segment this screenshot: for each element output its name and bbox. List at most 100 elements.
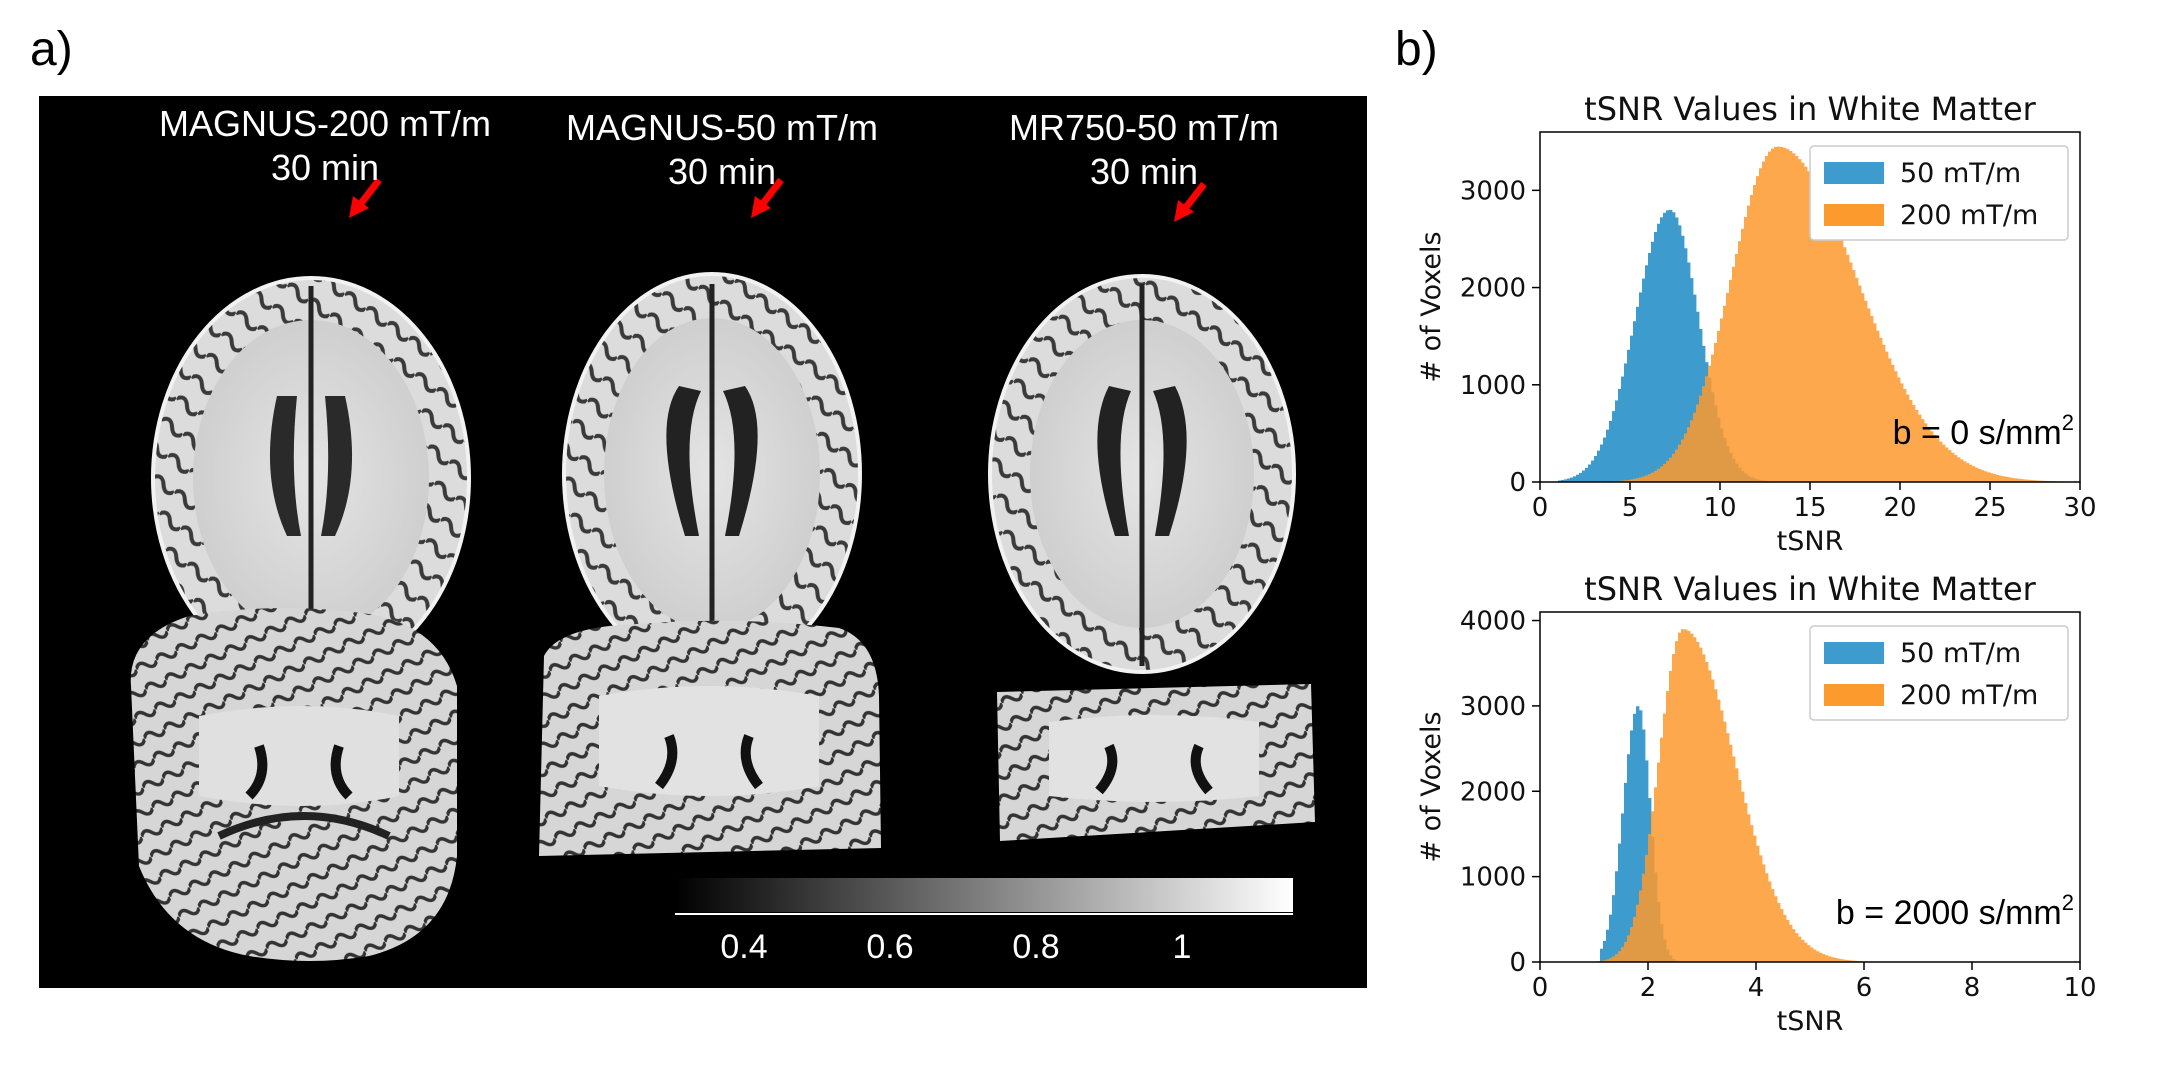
histogram-bar — [1564, 479, 1568, 482]
histogram-bar — [1768, 151, 1772, 482]
histogram-bar — [1645, 854, 1649, 962]
histogram-bar — [1711, 679, 1715, 962]
histogram-bar — [1567, 478, 1571, 482]
histogram-bar — [1639, 292, 1643, 482]
histogram-bar — [1876, 330, 1880, 482]
mri-panel: MAGNUS-200 mT/m 30 min MAGNUS-50 mT/m 30… — [39, 96, 1367, 988]
histogram-bar — [1999, 475, 2003, 482]
histogram-bar — [1609, 914, 1613, 962]
histogram-bar — [1654, 470, 1658, 482]
histogram-bar — [1795, 933, 1799, 962]
histogram-bar — [1561, 479, 1565, 482]
histogram-bar — [1777, 902, 1781, 962]
histogram-bar — [1744, 216, 1748, 483]
histogram-bar — [1987, 472, 1991, 482]
histogram-bar — [1630, 927, 1634, 962]
histogram-bar — [1930, 431, 1934, 482]
histogram-bar — [1651, 811, 1655, 962]
histogram-bar — [1810, 175, 1814, 482]
axial-scan-2 — [562, 272, 862, 676]
histogram-bar — [1978, 468, 1982, 482]
histogram-bar — [1696, 641, 1700, 962]
histogram-bar — [1771, 889, 1775, 962]
histogram-bar — [1672, 654, 1676, 962]
red-arrow-1 — [349, 177, 382, 218]
histogram-bar — [1633, 321, 1637, 482]
chart-legend: 50 mT/m 200 mT/m — [1809, 625, 2069, 721]
histogram-bar — [1861, 293, 1865, 482]
histogram-bar — [1615, 400, 1619, 482]
histogram-bar — [1807, 945, 1811, 962]
histogram-bar — [1819, 952, 1823, 962]
histogram-bar — [1642, 873, 1646, 962]
histogram-bar — [1834, 957, 1838, 962]
histogram-bar — [1735, 768, 1739, 962]
histogram-bar — [1828, 211, 1832, 482]
coronal-scan-1 — [130, 607, 457, 961]
histogram-bar — [1648, 834, 1652, 962]
histogram-bar — [1669, 457, 1673, 482]
histogram-bar — [1783, 147, 1787, 482]
histogram-bar — [1678, 444, 1682, 482]
histogram-bar — [1624, 480, 1628, 482]
histogram-bar — [1957, 457, 1961, 482]
panel-label-a: a) — [30, 23, 73, 76]
histogram-bar — [1831, 218, 1835, 482]
histogram-bar — [1648, 474, 1652, 482]
histogram-bar — [1909, 399, 1913, 482]
histogram-bar — [1948, 450, 1952, 482]
histogram-bar — [1837, 232, 1841, 482]
histogram-bar — [1747, 814, 1751, 962]
histogram-bar — [1615, 954, 1619, 962]
histogram-bar — [1897, 377, 1901, 482]
histogram-bar — [1933, 434, 1937, 482]
histogram-bar — [1687, 262, 1691, 482]
histogram-bar — [1702, 386, 1706, 482]
histogram-bar — [1648, 252, 1652, 482]
histogram-bar — [1798, 159, 1802, 482]
histogram-bar — [1852, 270, 1856, 482]
mri-images — [130, 177, 1315, 961]
scan-title-2-line1: MAGNUS-50 mT/m — [565, 107, 878, 148]
histogram-bar — [1666, 210, 1670, 483]
histogram-bar — [1660, 737, 1664, 962]
histogram-bar — [1663, 463, 1667, 482]
histogram-bar — [1636, 904, 1640, 962]
scan-title-1: MAGNUS-200 mT/m 30 min — [125, 102, 525, 190]
histogram-bar — [1678, 632, 1682, 962]
histogram-bar — [1750, 194, 1754, 483]
histogram-bar — [1756, 176, 1760, 482]
histogram-bar — [1822, 954, 1826, 962]
x-tick-label: 30 — [2063, 493, 2096, 523]
histogram-bar — [1732, 266, 1736, 482]
histogram-bar — [1633, 916, 1637, 962]
histogram-bar — [1759, 855, 1763, 962]
histogram-bar — [1603, 437, 1607, 482]
histogram-bar — [1642, 476, 1646, 482]
histogram-bar — [1729, 279, 1733, 482]
red-arrow-3 — [1174, 181, 1207, 222]
histogram-bar — [1942, 444, 1946, 482]
colorbar-tick-2: 0.6 — [866, 928, 914, 966]
histogram-series-2 — [1597, 146, 2081, 483]
histogram-bar — [1747, 205, 1751, 483]
histogram-bar — [1618, 843, 1622, 962]
histogram-bar — [1624, 782, 1628, 962]
histogram-bar — [1729, 744, 1733, 962]
x-tick-label: 20 — [1883, 493, 1916, 523]
histogram-bar — [1882, 344, 1886, 482]
histogram-bar — [1954, 455, 1958, 482]
histogram-bar — [1705, 661, 1709, 962]
histogram-bar — [1960, 459, 1964, 482]
histogram-bar — [1924, 423, 1928, 482]
legend-swatch — [1824, 162, 1884, 184]
histogram-bar — [1717, 699, 1721, 962]
histogram-bar — [1675, 449, 1679, 482]
histogram-bar — [1666, 460, 1670, 482]
histogram-bar — [1855, 277, 1859, 482]
histogram-bar — [1624, 941, 1628, 962]
histogram-bar — [1693, 412, 1697, 482]
histogram-bar — [2035, 480, 2039, 482]
histogram-bar — [1786, 920, 1790, 962]
histogram-bar — [1774, 896, 1778, 962]
